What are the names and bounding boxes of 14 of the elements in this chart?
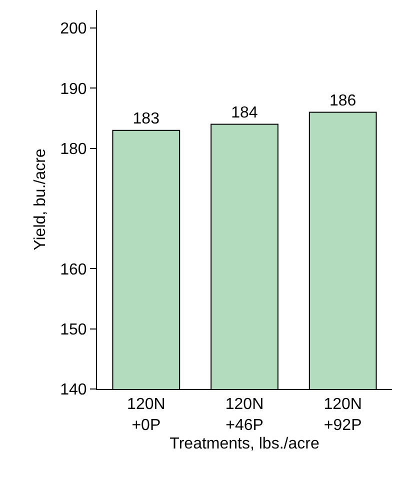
y-tick-label: 140: [60, 382, 87, 399]
x-tick-label: 120N +0P: [127, 396, 166, 434]
y-tick-label: 180: [60, 140, 87, 158]
y-tick-label: 200: [60, 20, 87, 38]
data-label: 184: [231, 104, 258, 122]
x-tick-label: 120N +46P: [225, 396, 264, 434]
data-label: 186: [329, 92, 356, 110]
y-tick-label: 160: [60, 261, 87, 278]
y-tick-label: 190: [60, 80, 87, 98]
y-axis-title: Yield, bu./acre: [32, 148, 49, 250]
x-axis-title: Treatments, lbs./acre: [170, 436, 320, 453]
data-label: 183: [132, 110, 160, 128]
x-tick-label: 120N +92P: [324, 396, 362, 434]
y-tick-label: 150: [60, 321, 87, 338]
